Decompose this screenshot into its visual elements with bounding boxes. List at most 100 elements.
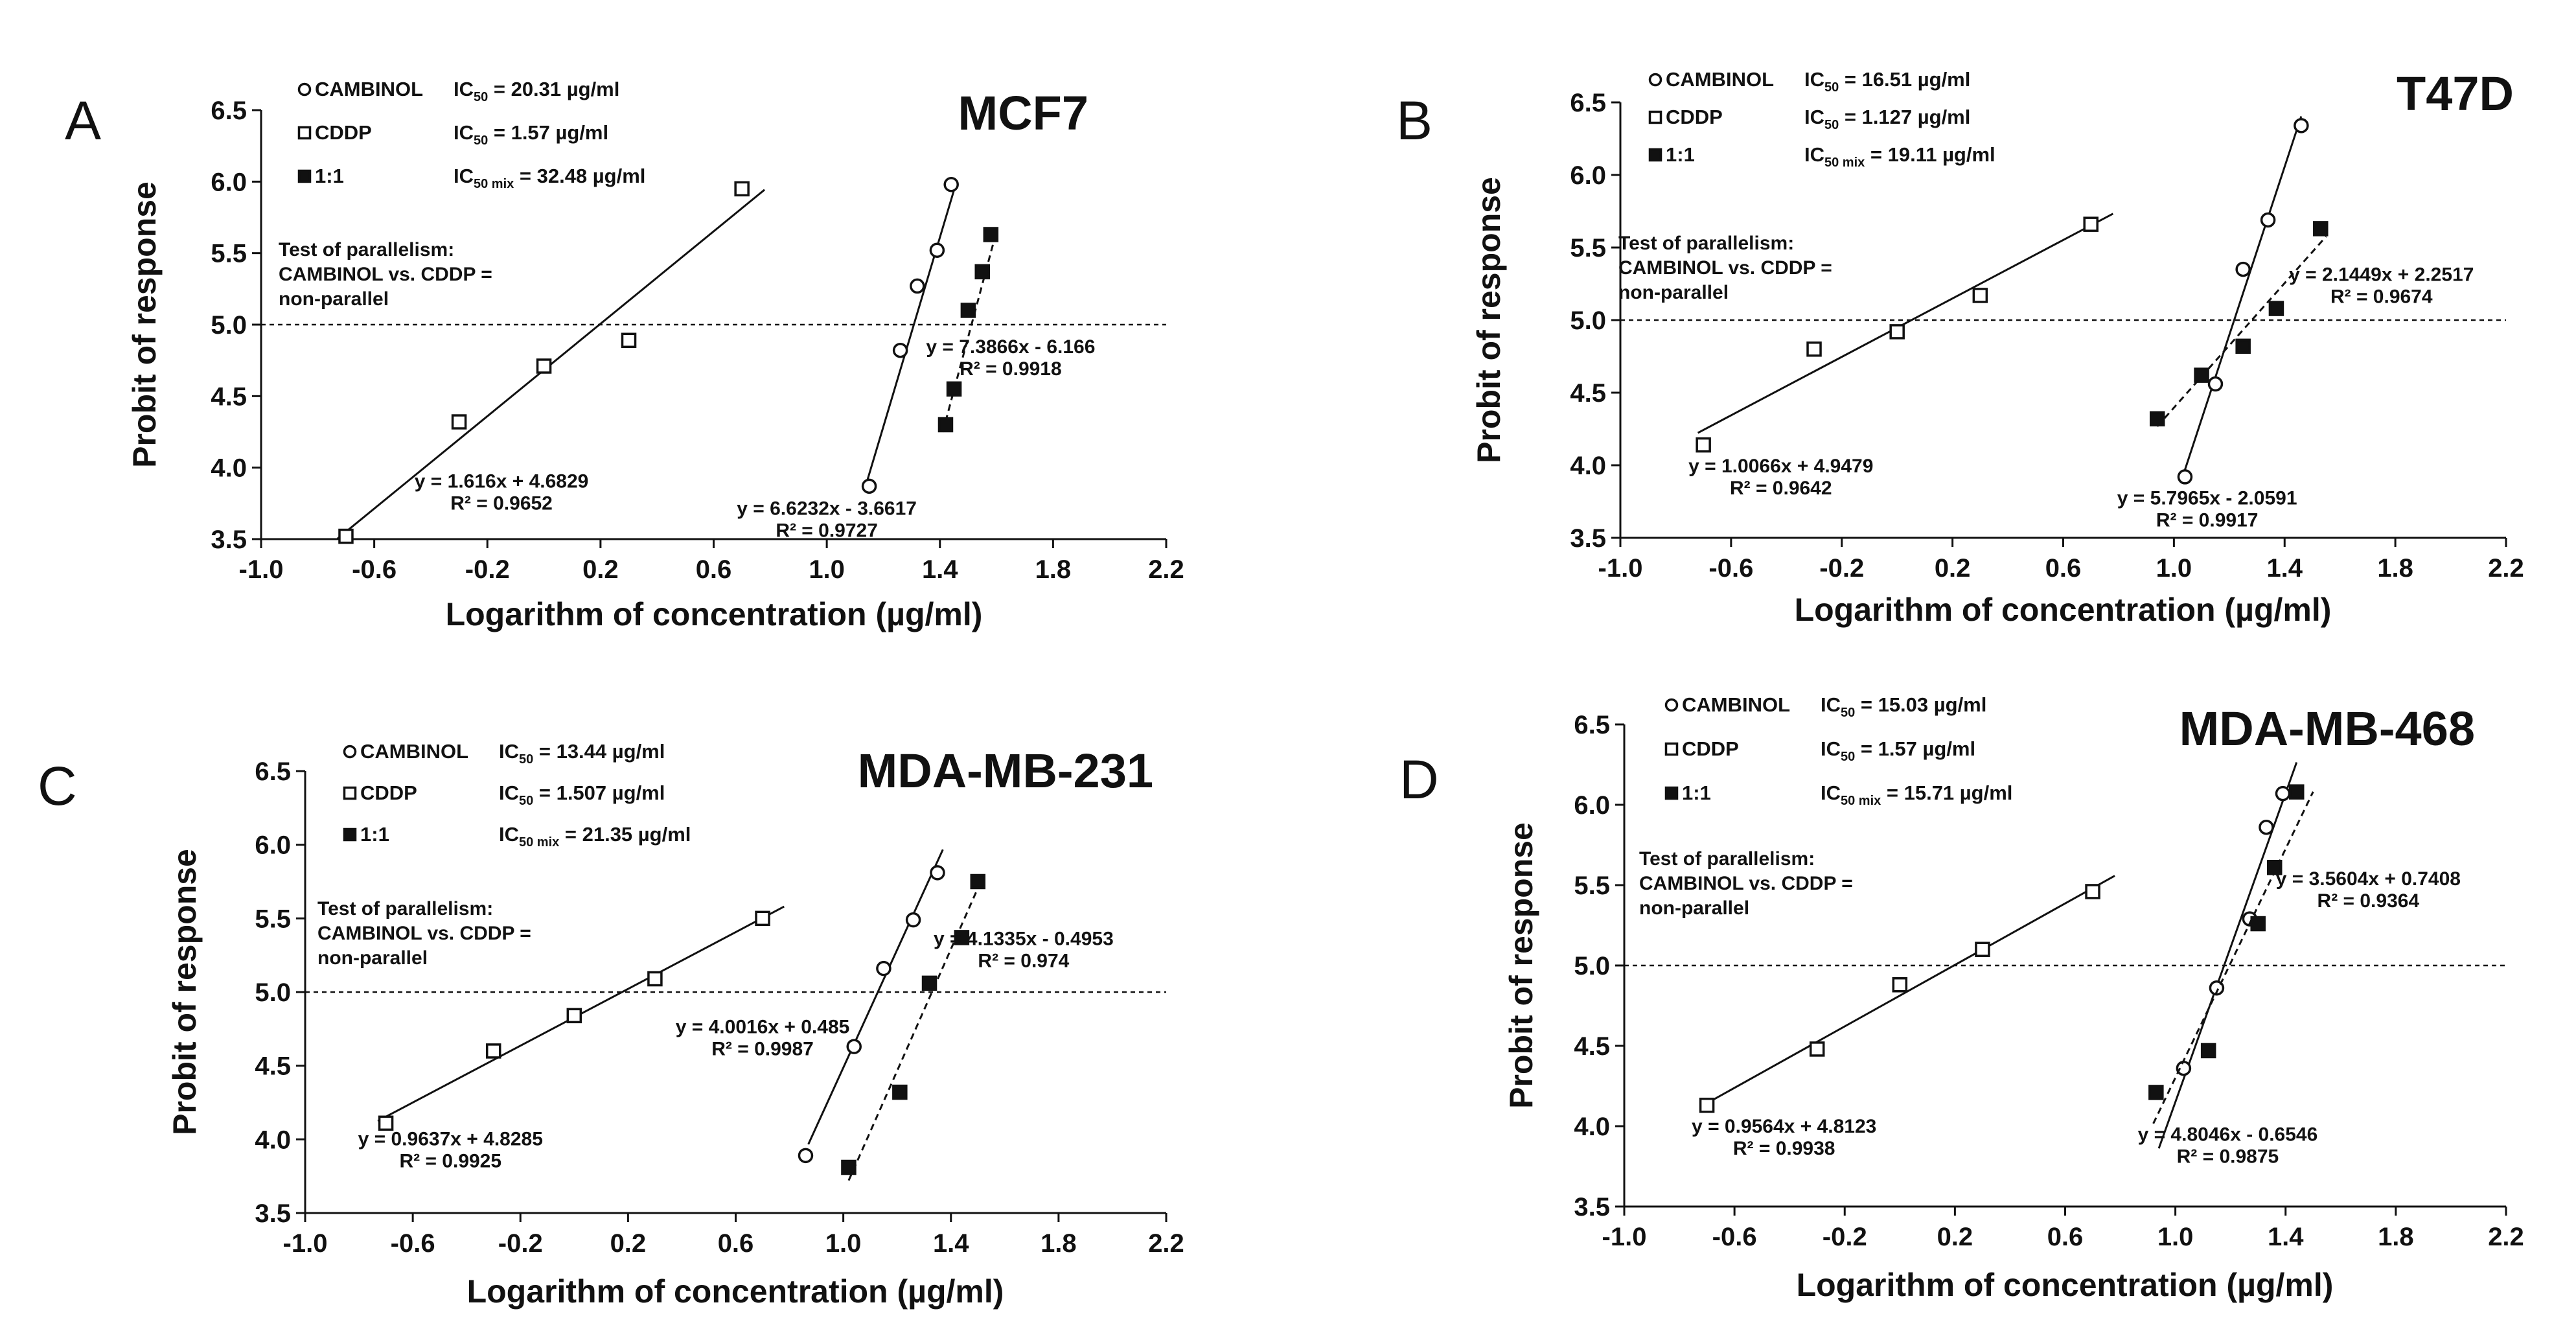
data-point (861, 478, 877, 494)
data-point (536, 358, 552, 374)
note-line: non-parallel (279, 288, 389, 310)
x-tick-label: 2.2 (2488, 1223, 2524, 1251)
note-line: CAMBINOL vs. CDDP = (1618, 257, 1832, 279)
x-tick-label: 1.0 (825, 1229, 862, 1258)
data-point (929, 242, 945, 259)
fit-line (1701, 875, 2115, 1107)
legend-name: CAMBINOL (315, 78, 423, 100)
legend-name: CDDP (360, 781, 417, 804)
panel-letter: C (38, 756, 77, 816)
parallelism-note: Test of parallelism: CAMBINOL vs. CDDP = n… (317, 898, 531, 969)
x-tick-label: 1.0 (2156, 554, 2192, 583)
x-tick-label: -0.6 (391, 1229, 435, 1258)
fit-equation: R² = 0.9674 (2330, 286, 2433, 308)
legend-name: 1:1 (1666, 143, 1695, 166)
y-tick-label: 3.5 (1574, 1193, 1610, 1221)
note-line: non-parallel (1639, 897, 1749, 919)
data-point (2209, 980, 2225, 996)
data-point (2289, 784, 2305, 800)
fit-equation: R² = 0.9652 (450, 493, 553, 514)
y-tick-label: 6.0 (1574, 791, 1610, 820)
note-line: Test of parallelism: (317, 898, 493, 919)
legend-marker-square-filled (343, 827, 357, 842)
note-line: non-parallel (317, 947, 428, 969)
x-tick-label: 2.2 (2488, 554, 2524, 583)
data-point (2259, 819, 2274, 835)
fit-equation: y = 4.0016x + 0.485 (676, 1017, 850, 1038)
legend-name: CDDP (1682, 737, 1739, 760)
fit-line (1697, 213, 2114, 434)
legend-name: CDDP (315, 121, 372, 144)
chart-title: MDA-MB-231 (858, 744, 1153, 798)
data-point (755, 910, 770, 927)
data-point (970, 873, 986, 890)
y-tick-label: 6.0 (1570, 161, 1606, 190)
x-tick-label: 0.2 (582, 555, 619, 584)
x-tick-label: -1.0 (239, 555, 284, 584)
y-tick-label: 5.5 (255, 905, 291, 933)
legend-marker-square-open (1648, 110, 1662, 124)
x-tick-label: 1.0 (809, 555, 845, 584)
x-tick-label: 0.2 (1937, 1223, 1973, 1251)
data-point (2207, 376, 2224, 392)
legend-ic-value: IC50 = 13.44 µg/ml (499, 740, 665, 767)
x-tick-label: -0.2 (465, 555, 510, 584)
y-tick-label: 6.5 (1570, 89, 1606, 117)
fit-equation: y = 2.1449x + 2.2517 (2289, 264, 2474, 286)
fit-equation: y = 5.7965x - 2.0591 (2117, 487, 2297, 509)
legend-name: CAMBINOL (1682, 693, 1790, 716)
data-point (921, 975, 937, 991)
data-point (2148, 1085, 2164, 1100)
data-point (647, 971, 663, 987)
y-tick-label: 5.0 (1574, 952, 1610, 980)
legend-ic-value: IC50 mix = 32.48 µg/ml (454, 165, 645, 191)
fit-equation: y = 3.5604x + 0.7408 (2276, 868, 2461, 890)
x-tick-label: -0.6 (352, 555, 397, 584)
legend-name: CDDP (1666, 106, 1723, 128)
data-point (905, 912, 921, 928)
data-point (2149, 411, 2165, 427)
fit-equation: R² = 0.9925 (399, 1150, 501, 1172)
legend-ic-value: IC50 = 20.31 µg/ml (454, 78, 619, 104)
x-tick-label: 2.2 (1148, 555, 1184, 584)
legend-ic-value: IC50 mix = 19.11 µg/ml (1804, 143, 1995, 170)
fit-equation: y = 4.1335x - 0.4953 (934, 928, 1114, 949)
panel-d: D MDA-MB-468 3.5 4.0 4.5 5.0 5.5 6.0 6.5 -1.0 -0.6… (1399, 693, 2524, 1303)
data-point (1972, 288, 1988, 303)
fit-equation: y = 6.6232x - 3.6617 (737, 498, 917, 519)
y-tick-label: 4.0 (211, 454, 247, 483)
x-tick-label: 1.4 (2268, 1223, 2304, 1251)
x-tick-label: 1.8 (2378, 1223, 2414, 1251)
x-tick-label: 0.6 (2045, 554, 2082, 583)
fit-equation: y = 0.9637x + 4.8285 (358, 1128, 543, 1150)
panel-c: C MDA-MB-231 3.5 4.0 4.5 5.0 5.5 6.0 6.5 -1.0 -0.6… (38, 740, 1184, 1310)
parallelism-note: Test of parallelism: CAMBINOL vs. CDDP = n… (1639, 848, 1853, 919)
note-line: Test of parallelism: (1639, 848, 1815, 870)
chart-title: T47D (2397, 67, 2514, 121)
data-point (566, 1008, 582, 1024)
x-tick-label: 1.8 (2377, 554, 2413, 583)
data-point (910, 278, 925, 294)
data-point (2260, 212, 2276, 228)
data-point (2083, 216, 2099, 232)
panel-b: B T47D 3.5 4.0 4.5 5.0 5.5 6.0 6.5 -1.0 -0.6 -0.2 0.… (1396, 67, 2524, 628)
fit-equation: y = 4.8046x - 0.6546 (2138, 1124, 2318, 1145)
legend-ic-value: IC50 = 15.03 µg/ml (1821, 693, 1986, 720)
x-tick-label: -1.0 (1598, 554, 1643, 583)
legend-name: CAMBINOL (1666, 68, 1774, 91)
panel-letter: A (65, 90, 101, 151)
x-tick-label: 0.6 (696, 555, 732, 584)
y-tick-label: 6.5 (211, 97, 247, 125)
fit-equation: R² = 0.9364 (2317, 890, 2420, 912)
data-point (2200, 1043, 2216, 1059)
y-tick-label: 4.0 (255, 1126, 291, 1154)
note-line: non-parallel (1618, 282, 1729, 303)
legend-ic-value: IC50 = 1.127 µg/ml (1804, 106, 1970, 132)
fit-equation: y = 1.616x + 4.6829 (415, 471, 589, 492)
x-tick-label: 1.8 (1035, 555, 1072, 584)
legend-name: CAMBINOL (360, 740, 468, 763)
